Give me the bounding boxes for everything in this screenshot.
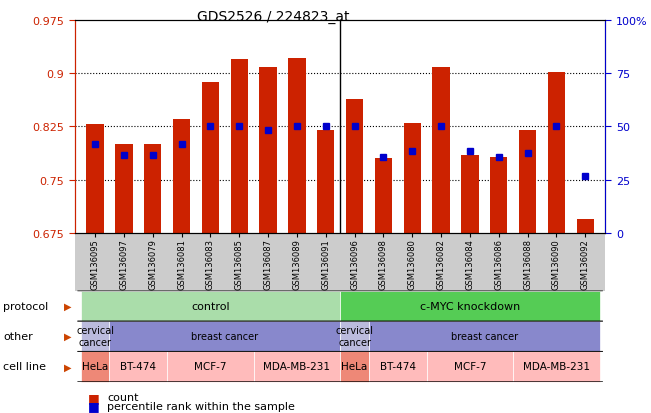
- Bar: [202, 82, 219, 233]
- Bar: [288, 59, 305, 233]
- Bar: [519, 131, 536, 233]
- Bar: [404, 123, 421, 233]
- Text: c-MYC knockdown: c-MYC knockdown: [420, 301, 520, 311]
- Text: ▶: ▶: [64, 361, 72, 372]
- Bar: [259, 68, 277, 233]
- Text: ▶: ▶: [64, 301, 72, 311]
- Text: protocol: protocol: [3, 301, 49, 311]
- Text: GDS2526 / 224823_at: GDS2526 / 224823_at: [197, 10, 350, 24]
- Bar: [462, 155, 478, 233]
- Text: MDA-MB-231: MDA-MB-231: [523, 361, 590, 372]
- Text: cervical
cancer: cervical cancer: [335, 325, 374, 347]
- Bar: [230, 59, 248, 233]
- Text: breast cancer: breast cancer: [450, 331, 518, 342]
- Text: HeLa: HeLa: [82, 361, 108, 372]
- Bar: [547, 72, 565, 233]
- Text: BT-474: BT-474: [380, 361, 416, 372]
- Bar: [87, 125, 104, 233]
- Bar: [144, 145, 161, 233]
- Bar: [375, 159, 392, 233]
- Text: MCF-7: MCF-7: [194, 361, 227, 372]
- Bar: [432, 68, 450, 233]
- Bar: [490, 157, 507, 233]
- Text: ■: ■: [88, 399, 100, 412]
- Text: ■: ■: [88, 391, 100, 404]
- Text: ▶: ▶: [64, 331, 72, 342]
- Bar: [115, 145, 133, 233]
- Bar: [577, 219, 594, 233]
- Text: control: control: [191, 301, 230, 311]
- Text: MCF-7: MCF-7: [454, 361, 486, 372]
- Text: MDA-MB-231: MDA-MB-231: [264, 361, 331, 372]
- Bar: [346, 100, 363, 233]
- Text: HeLa: HeLa: [341, 361, 368, 372]
- Bar: [173, 120, 190, 233]
- Text: breast cancer: breast cancer: [191, 331, 258, 342]
- Text: cervical
cancer: cervical cancer: [76, 325, 114, 347]
- Text: other: other: [3, 331, 33, 342]
- Text: BT-474: BT-474: [120, 361, 156, 372]
- Text: count: count: [107, 392, 139, 402]
- Bar: [317, 131, 335, 233]
- Text: cell line: cell line: [3, 361, 46, 372]
- Text: percentile rank within the sample: percentile rank within the sample: [107, 401, 296, 411]
